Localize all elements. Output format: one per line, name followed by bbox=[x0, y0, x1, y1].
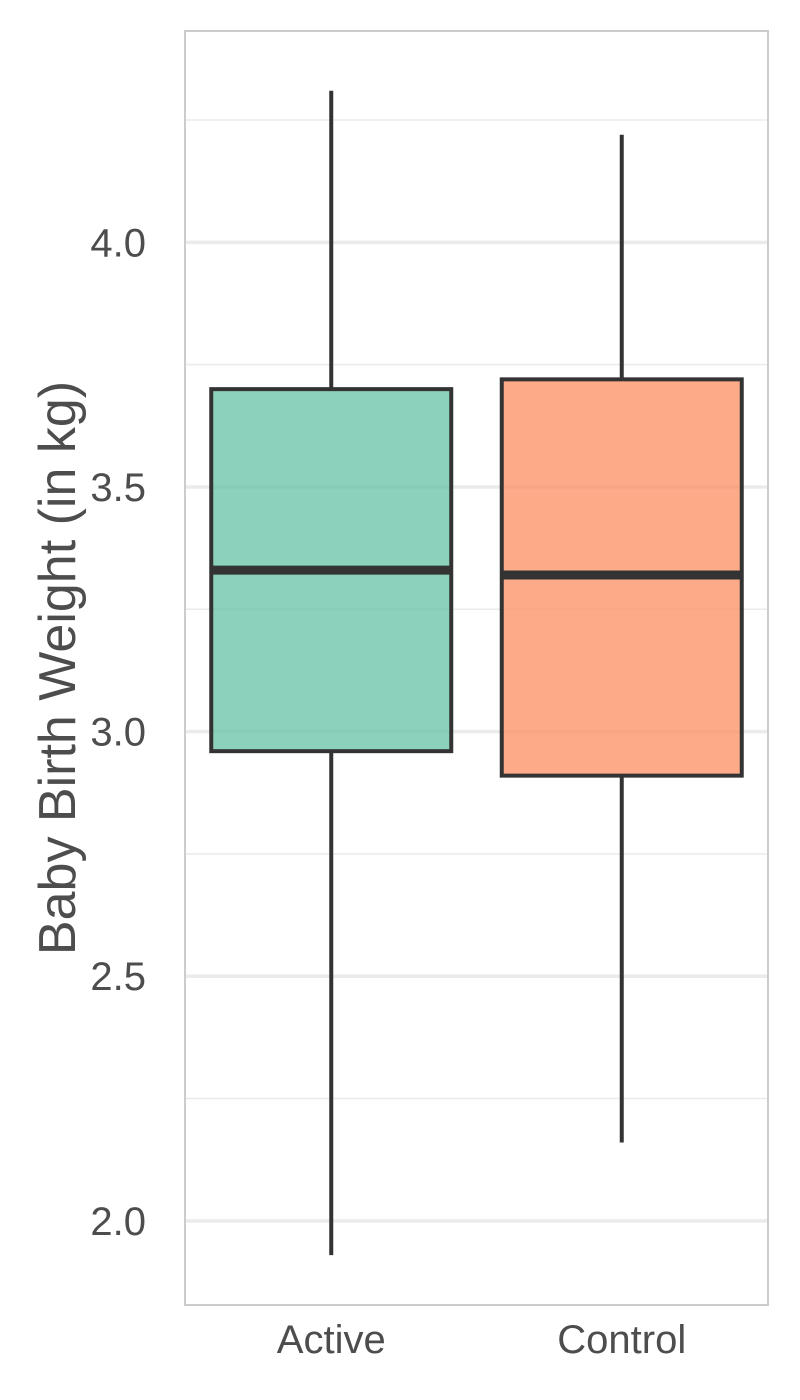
panel-border bbox=[184, 30, 769, 1306]
y-tick-label: 2.5 bbox=[90, 955, 146, 999]
y-tick-label: 2.0 bbox=[90, 1200, 146, 1244]
x-tick-label: Control bbox=[557, 1318, 686, 1362]
boxes bbox=[209, 90, 744, 1256]
box-control bbox=[499, 134, 744, 1143]
y-tick-label: 3.5 bbox=[90, 466, 146, 510]
y-axis-title: Baby Birth Weight (in kg) bbox=[29, 381, 87, 955]
x-axis-tick-labels: Active Control bbox=[277, 1318, 686, 1362]
y-tick-label: 4.0 bbox=[90, 221, 146, 265]
box-active bbox=[209, 90, 454, 1256]
y-tick-label: 3.0 bbox=[90, 711, 146, 755]
y-axis-tick-labels: 2.0 2.5 3.0 3.5 4.0 bbox=[90, 221, 146, 1243]
x-tick-label: Active bbox=[277, 1318, 386, 1362]
